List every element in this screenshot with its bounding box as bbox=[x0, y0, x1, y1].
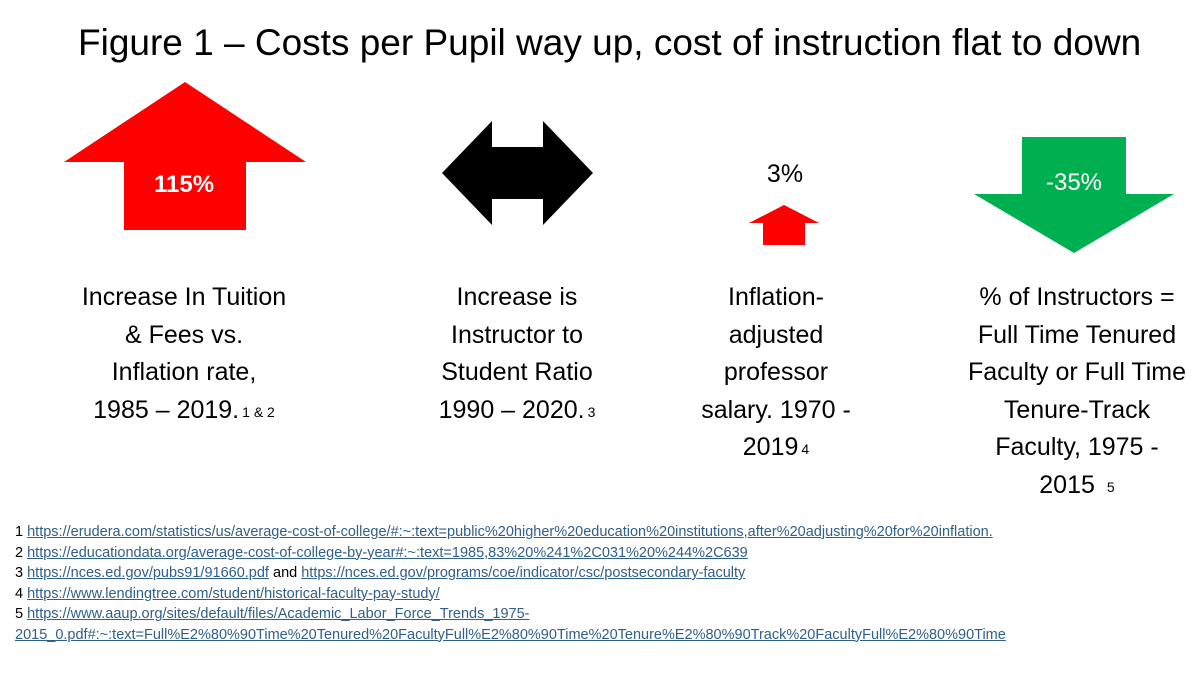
footnote-marker: 5 bbox=[1106, 478, 1115, 495]
caption-line: Full Time Tenured bbox=[977, 320, 1177, 349]
references-list: 1 https://erudera.com/statistics/us/aver… bbox=[15, 522, 1006, 645]
reference-link[interactable]: https://www.aaup.org/sites/default/files… bbox=[27, 606, 530, 622]
caption-line: % of Instructors = bbox=[979, 283, 1175, 311]
caption-line: Instructor to bbox=[451, 320, 583, 349]
double-arrow-icon bbox=[442, 121, 593, 225]
reference-1: 1 https://erudera.com/statistics/us/aver… bbox=[15, 522, 1006, 543]
footnote-marker: 1 & 2 bbox=[242, 403, 275, 420]
small-up-arrow-shape bbox=[749, 205, 819, 245]
caption-line: Inflation rate, bbox=[111, 358, 257, 386]
reference-number: 2 bbox=[15, 544, 24, 561]
up-arrow-icon bbox=[64, 82, 306, 230]
caption-line: 1985 – 2019. bbox=[93, 395, 240, 424]
caption-line: Inflation- bbox=[728, 283, 824, 311]
reference-link[interactable]: https://nces.ed.gov/programs/coe/indicat… bbox=[301, 565, 746, 581]
caption-line: Faculty or Full Time bbox=[967, 358, 1187, 386]
salary-caption: Inflation- adjusted professor salary. 19… bbox=[680, 279, 872, 467]
tuition-caption: Increase In Tuition & Fees vs. Inflation… bbox=[44, 279, 324, 429]
down-arrow-icon bbox=[974, 137, 1174, 253]
tuition-increase-value: 115% bbox=[153, 171, 215, 198]
caption-line: Student Ratio bbox=[441, 358, 593, 386]
reference-link[interactable]: https://erudera.com/statistics/us/averag… bbox=[27, 524, 993, 540]
reference-number: 1 bbox=[15, 524, 24, 540]
caption-line: Faculty, 1975 - bbox=[995, 433, 1159, 461]
footnote-marker: 3 bbox=[587, 403, 596, 420]
caption-line: 2015 bbox=[1039, 470, 1095, 499]
up-arrow-shape bbox=[64, 82, 306, 230]
caption-line: adjusted bbox=[728, 320, 824, 349]
down-arrow-shape bbox=[974, 137, 1174, 253]
caption-line: Increase is bbox=[456, 283, 578, 311]
reference-link[interactable]: 2015_0.pdf#:~:text=Full%E2%80%90Time%20T… bbox=[15, 626, 1006, 643]
small-up-arrow-icon bbox=[749, 205, 819, 245]
reference-connector: and bbox=[273, 565, 298, 581]
tenured-faculty-change-value: -35% bbox=[1045, 169, 1103, 196]
reference-2: 2 https://educationdata.org/average-cost… bbox=[15, 543, 1006, 564]
faculty-caption: % of Instructors = Full Time Tenured Fac… bbox=[951, 279, 1200, 504]
caption-line: & Fees vs. bbox=[124, 320, 244, 349]
figure-title: Figure 1 – Costs per Pupil way up, cost … bbox=[78, 22, 1142, 63]
reference-4: 4 https://www.lendingtree.com/student/hi… bbox=[15, 584, 1006, 605]
reference-5-continued: 2015_0.pdf#:~:text=Full%E2%80%90Time%20T… bbox=[15, 625, 1006, 646]
caption-line: professor bbox=[723, 358, 829, 386]
reference-number: 4 bbox=[15, 585, 24, 602]
ratio-caption: Increase is Instructor to Student Ratio … bbox=[407, 279, 627, 429]
reference-link[interactable]: https://nces.ed.gov/pubs91/91660.pdf bbox=[27, 565, 269, 581]
reference-number: 3 bbox=[15, 565, 24, 581]
footnote-marker: 4 bbox=[801, 441, 810, 457]
caption-line: 1990 – 2020. bbox=[438, 395, 585, 424]
reference-link[interactable]: https://www.lendingtree.com/student/hist… bbox=[27, 585, 440, 602]
caption-line: Increase In Tuition bbox=[81, 283, 287, 311]
caption-line: salary. 1970 - bbox=[701, 395, 851, 424]
reference-link[interactable]: https://educationdata.org/average-cost-o… bbox=[27, 544, 748, 561]
salary-increase-value: 3% bbox=[766, 160, 804, 188]
caption-line: Tenure-Track bbox=[1003, 395, 1151, 424]
reference-3: 3 https://nces.ed.gov/pubs91/91660.pdf a… bbox=[15, 563, 1006, 584]
reference-5: 5 https://www.aaup.org/sites/default/fil… bbox=[15, 604, 1006, 625]
double-arrow-shape bbox=[442, 121, 593, 225]
caption-line: 2019 bbox=[742, 433, 799, 461]
reference-number: 5 bbox=[15, 606, 24, 622]
